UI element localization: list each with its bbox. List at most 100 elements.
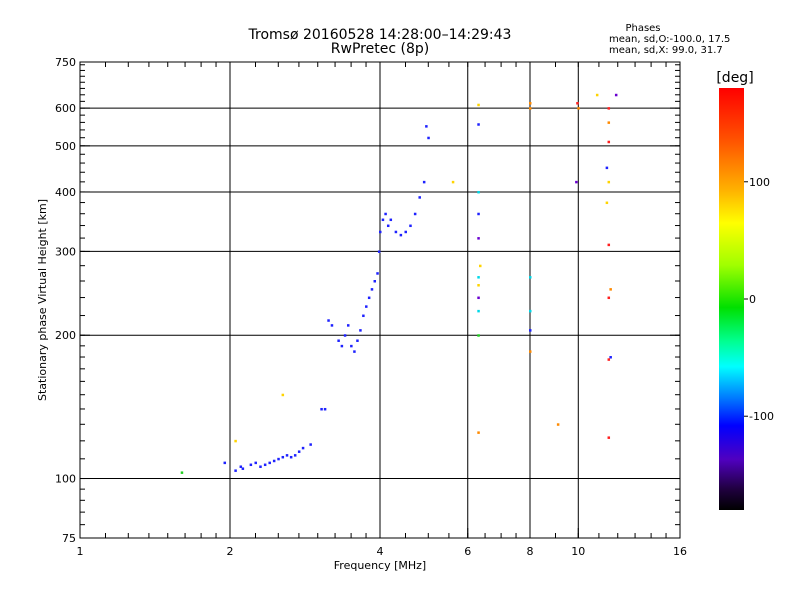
colorbar-label: [deg] <box>716 70 753 86</box>
data-point <box>409 224 412 228</box>
y-tick-label: 200 <box>55 329 76 342</box>
phases-title: Phases <box>625 23 660 34</box>
grid-lines <box>80 62 680 538</box>
y-tick-label: 750 <box>55 56 76 69</box>
data-point <box>607 121 611 124</box>
data-point <box>285 454 289 457</box>
data-point <box>323 407 327 411</box>
x-axis-label: Frequency [MHz] <box>334 559 426 572</box>
data-point <box>356 339 359 342</box>
colorbar-tick-label: 0 <box>749 293 756 306</box>
y-tick-label: 75 <box>62 532 76 545</box>
data-point <box>180 471 184 474</box>
plot-frame <box>79 61 681 539</box>
data-point <box>477 212 480 216</box>
data-point <box>477 123 480 126</box>
x-tick-label: 10 <box>571 545 585 558</box>
data-point <box>477 237 480 240</box>
tick-labels: 1 2 4 6 8 10 16 75 100 200 300 400 500 600 750 <box>55 56 687 558</box>
data-point <box>365 305 368 308</box>
data-point <box>605 201 609 205</box>
data-point <box>607 107 611 110</box>
data-point <box>614 93 618 97</box>
data-point <box>223 461 227 465</box>
data-point <box>607 243 611 247</box>
data-points <box>180 93 618 474</box>
data-point <box>309 443 312 446</box>
data-point <box>529 102 532 105</box>
data-point <box>359 329 362 332</box>
data-point <box>425 125 428 128</box>
data-point <box>254 461 257 465</box>
data-point <box>379 230 382 234</box>
data-point <box>346 324 350 327</box>
x-tick-label: 1 <box>77 545 84 558</box>
data-point <box>377 250 381 253</box>
x-tick-label: 2 <box>227 545 234 558</box>
data-point <box>277 457 280 461</box>
data-point <box>477 190 480 194</box>
y-tick-label: 400 <box>55 186 76 199</box>
data-point <box>607 296 611 300</box>
data-point <box>353 350 356 353</box>
data-point <box>477 284 480 287</box>
data-point <box>239 465 243 468</box>
data-point <box>249 463 253 467</box>
y-axis-label: Stationary phase Virtual Height [km] <box>36 199 49 401</box>
x-tick-label: 16 <box>673 545 687 558</box>
data-point <box>477 296 480 300</box>
data-point <box>367 296 371 300</box>
data-point <box>370 288 374 291</box>
phases-x-line: mean, sd,X: 99.0, 31.7 <box>609 45 723 56</box>
data-point <box>477 334 480 337</box>
phases-o-line: mean, sd,O:-100.0, 17.5 <box>609 34 730 45</box>
data-point <box>529 350 532 353</box>
data-point <box>268 461 271 465</box>
data-point <box>384 212 387 216</box>
colorbar-tick-label: 100 <box>749 176 770 189</box>
data-point <box>422 180 426 184</box>
data-point <box>340 344 344 348</box>
data-point <box>413 212 417 216</box>
y-tick-label: 100 <box>55 473 76 486</box>
chart-title: Tromsø 20160528 14:28:00–14:29:43 <box>248 27 512 43</box>
data-point <box>399 233 403 237</box>
chart-subtitle: RwPretec (8p) <box>331 41 429 57</box>
data-point <box>451 180 455 184</box>
data-point <box>376 272 379 275</box>
data-point <box>529 329 532 332</box>
data-point <box>607 180 611 184</box>
data-point <box>320 407 323 411</box>
data-point <box>259 465 262 468</box>
data-point <box>234 469 237 472</box>
data-point <box>404 230 407 234</box>
data-point <box>263 463 267 467</box>
x-tick-label: 6 <box>464 545 471 558</box>
data-point <box>609 356 612 359</box>
data-point <box>272 459 276 463</box>
data-point <box>607 358 611 361</box>
data-point <box>595 93 599 97</box>
data-point <box>529 309 532 313</box>
data-point <box>477 276 480 279</box>
data-point <box>418 196 421 199</box>
data-point <box>556 423 560 426</box>
data-point <box>607 436 611 439</box>
data-point <box>577 107 580 110</box>
data-point <box>293 454 297 457</box>
data-point <box>281 393 285 397</box>
colorbar <box>719 88 744 510</box>
data-point <box>477 103 480 107</box>
data-point <box>609 288 612 291</box>
data-point <box>477 309 480 313</box>
x-tick-label: 8 <box>527 545 534 558</box>
x-tick-label: 4 <box>377 545 384 558</box>
y-tick-label: 600 <box>55 102 76 115</box>
data-point <box>575 180 578 184</box>
data-point <box>389 218 393 222</box>
data-point <box>427 136 430 140</box>
data-point <box>330 324 334 327</box>
data-point <box>605 166 609 170</box>
data-point <box>241 467 245 470</box>
